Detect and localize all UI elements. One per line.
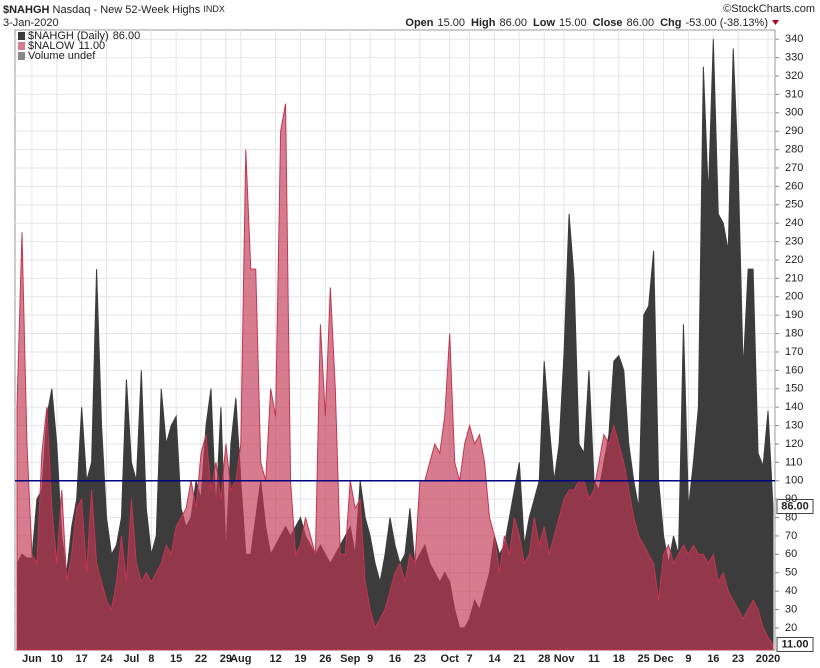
legend-entry: Volume undef [28, 50, 96, 62]
y-tick-label: 210 [785, 272, 803, 284]
stat-value: 86.00 [500, 17, 528, 29]
stat-label: Chg [660, 17, 681, 29]
legend-name: $NAHGH (Daily) [28, 30, 109, 42]
legend-swatch [18, 32, 25, 40]
y-tick-label: 150 [785, 383, 803, 395]
stat-value: -53.00 (-38.13%) [685, 17, 768, 29]
x-tick-label: 10 [51, 653, 63, 665]
legend-entry: $NAHGH (Daily) 86.00 [28, 30, 140, 42]
y-tick-label: 30 [785, 603, 797, 615]
symbol-text: $NAHGH [3, 4, 50, 16]
x-tick-label: 14 [488, 653, 501, 665]
x-tick-label: 16 [389, 653, 401, 665]
legend-value: 86.00 [113, 30, 141, 42]
x-tick-label: 12 [270, 653, 282, 665]
y-tick-label: 200 [785, 291, 803, 303]
y-tick-label: 80 [785, 511, 797, 523]
x-tick-label: Jul [123, 653, 139, 665]
stat-label: Low [533, 17, 555, 29]
x-tick-label: 9 [367, 653, 373, 665]
x-tick-label: 8 [148, 653, 154, 665]
x-tick-label: 15 [170, 653, 182, 665]
value-box [776, 636, 814, 652]
x-tick-label: 16 [707, 653, 719, 665]
x-tick-label: 22 [195, 653, 207, 665]
x-tick-label: 23 [414, 653, 426, 665]
y-tick-label: 340 [785, 33, 803, 45]
x-tick-label: 11 [588, 653, 600, 665]
y-tick-label: 40 [785, 585, 797, 597]
x-tick-label: 28 [538, 653, 550, 665]
x-tick-label: 17 [76, 653, 88, 665]
x-tick-label: Dec [653, 653, 673, 665]
x-tick-label: Jun [22, 653, 42, 665]
x-tick-label: 29 [220, 653, 232, 665]
y-tick-label: 110 [785, 456, 803, 468]
x-tick-label: 9 [685, 653, 691, 665]
y-tick-label: 300 [785, 107, 803, 119]
source: ©StockCharts.com [723, 3, 815, 15]
x-tick-label: Sep [340, 653, 360, 665]
y-tick-label: 70 [785, 530, 797, 542]
legend-swatch [18, 42, 25, 50]
value-label: 11.00 [782, 638, 809, 650]
y-tick-label: 160 [785, 364, 803, 376]
y-tick-label: 250 [785, 199, 803, 211]
x-tick-label: Oct [441, 653, 460, 665]
y-tick-label: 230 [785, 235, 803, 247]
y-tick-label: 60 [785, 548, 797, 560]
y-tick-label: 240 [785, 217, 803, 229]
y-tick-label: 90 [785, 493, 797, 505]
x-tick-label: Aug [230, 653, 251, 665]
area [16, 103, 774, 651]
x-tick-label: 2020 [756, 653, 780, 665]
x-tick-label: 21 [513, 653, 525, 665]
y-tick-label: 220 [785, 254, 803, 266]
exchange: INDX [203, 4, 225, 14]
y-tick-label: 130 [785, 419, 803, 431]
stat-value: 15.00 [438, 17, 466, 29]
stat-label: High [471, 17, 496, 29]
y-tick-label: 20 [785, 622, 797, 634]
y-tick-label: 280 [785, 143, 803, 155]
y-tick-label: 50 [785, 567, 797, 579]
y-tick-label: 120 [785, 438, 803, 450]
symbol: $NAHGH Nasdaq - New 52-Week Highs INDX [3, 4, 225, 16]
stat-label: Open [405, 17, 433, 29]
y-tick-label: 290 [785, 125, 803, 137]
y-tick-label: 260 [785, 180, 803, 192]
x-tick-label: 18 [613, 653, 625, 665]
x-tick-label: 23 [732, 653, 744, 665]
down-arrow [772, 20, 779, 25]
x-tick-label: Nov [554, 653, 576, 665]
x-tick-label: 7 [467, 653, 473, 665]
legend-name: $NALOW [28, 40, 75, 52]
y-tick-label: 170 [785, 346, 803, 358]
legend-value: 11.00 [78, 40, 105, 52]
stat-value: 15.00 [559, 17, 587, 29]
value-label: 86.00 [781, 500, 809, 512]
date: 3-Jan-2020 [3, 17, 59, 29]
y-tick-label: 330 [785, 52, 803, 64]
y-tick-label: 270 [785, 162, 803, 174]
y-tick-label: 180 [785, 327, 803, 339]
x-tick-label: 26 [319, 653, 331, 665]
legend-entry: $NALOW 11.00 [28, 40, 105, 52]
y-tick-label: 190 [785, 309, 803, 321]
x-tick-label: 19 [294, 653, 306, 665]
x-tick-label: 25 [638, 653, 650, 665]
y-tick-label: 100 [785, 475, 803, 487]
value-box [776, 498, 814, 514]
x-tick-label: 24 [100, 653, 113, 665]
legend-swatch [18, 52, 25, 60]
stat-value: 86.00 [627, 17, 655, 29]
subtitle: Nasdaq - New 52-Week Highs [53, 4, 201, 16]
stats: Open 15.00 High 86.00 Low 15.00 Close 86.00 Chg -… [405, 17, 768, 29]
y-tick-label: 140 [785, 401, 803, 413]
stat-label: Close [593, 17, 623, 29]
y-tick-label: 310 [785, 88, 803, 100]
y-tick-label: 320 [785, 70, 803, 82]
